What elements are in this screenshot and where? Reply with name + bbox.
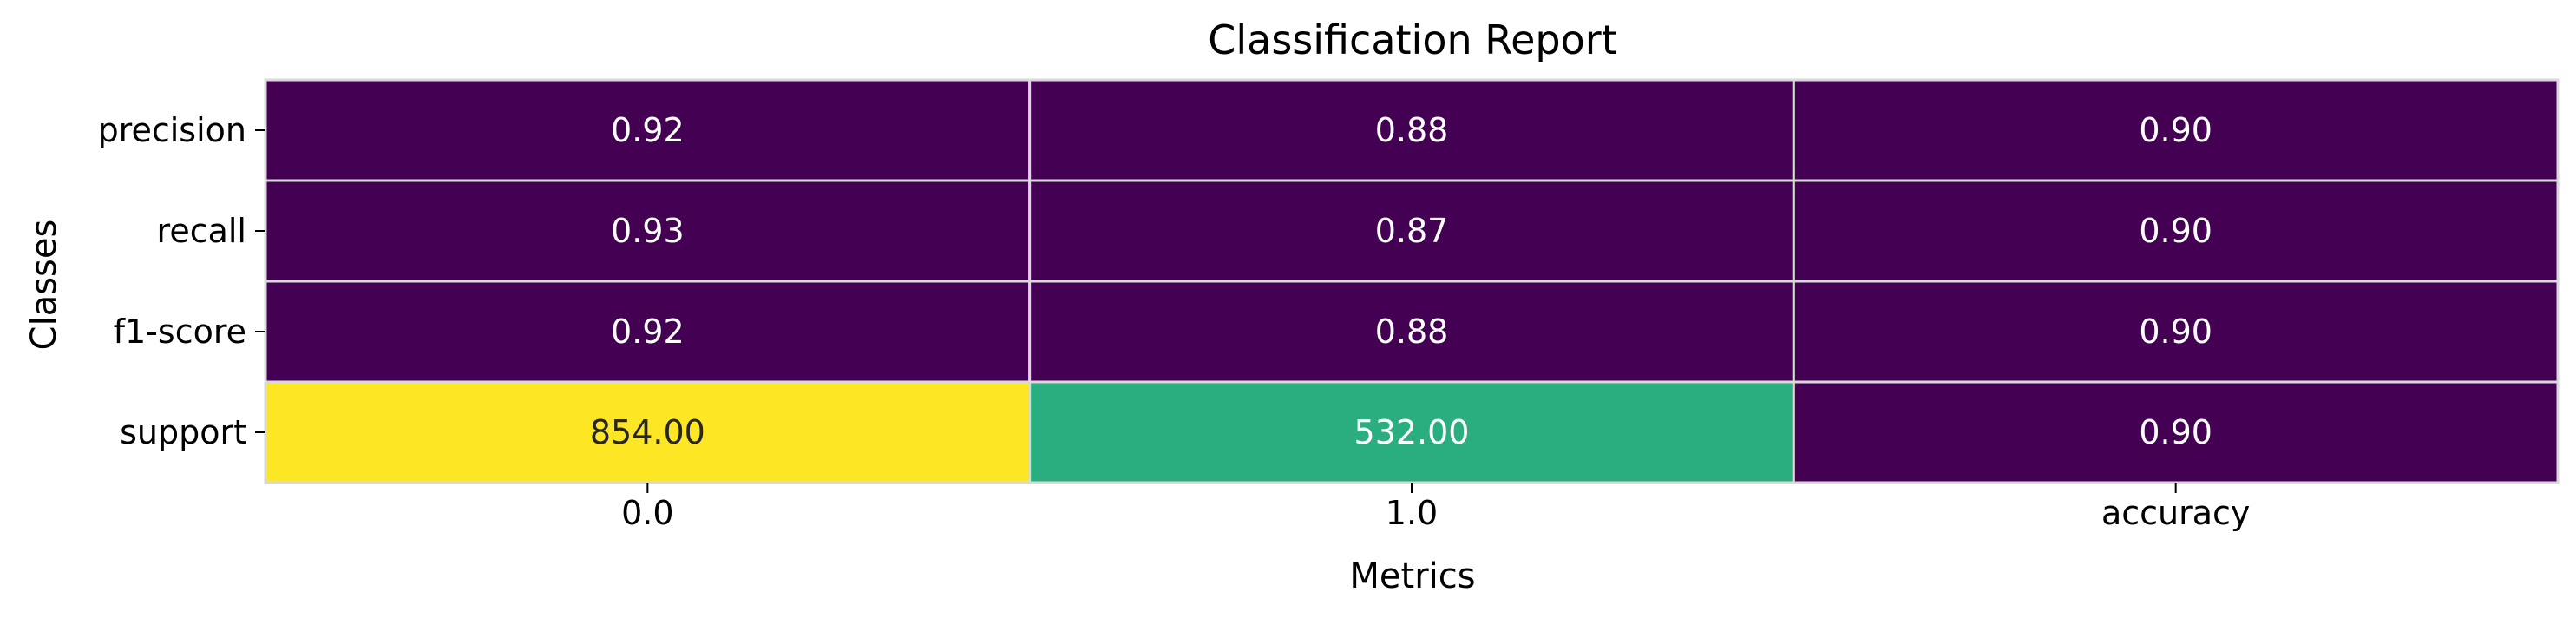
- heatmap-cells: [264, 78, 2560, 484]
- cell-value-label: 854.00: [590, 413, 705, 451]
- cell-value-label: 532.00: [1354, 413, 1470, 451]
- heatmap-cell-recall-accuracy: [1792, 179, 2560, 283]
- heatmap-cell-support-0.0: [264, 380, 1032, 484]
- cell-value-label: 0.90: [2139, 111, 2212, 149]
- cell-value-label: 0.92: [611, 111, 685, 149]
- cell-value-label: 0.90: [2139, 413, 2212, 451]
- x-tick-label: 1.0: [1386, 494, 1438, 532]
- y-axis-label: Classes: [24, 220, 64, 351]
- cell-value-label: 0.88: [1375, 111, 1449, 149]
- cell-value-label: 0.92: [611, 312, 685, 351]
- heatmap-cell-precision-0.0: [264, 78, 1032, 182]
- heatmap-cell-precision-1.0: [1028, 78, 1795, 182]
- cell-value-label: 0.90: [2139, 312, 2212, 351]
- heatmap-cell-support-accuracy: [1792, 380, 2560, 484]
- cell-value-label: 0.88: [1375, 312, 1449, 351]
- x-axis-label: Metrics: [1349, 556, 1475, 596]
- cell-value-label: 0.93: [611, 212, 685, 250]
- heatmap-cell-labels: 0.92 0.88 0.90 0.93 0.87 0.90 0.92 0.88 0.90 854.…: [590, 111, 2212, 451]
- heatmap-cell-recall-0.0: [264, 179, 1032, 283]
- y-tick-label: recall: [157, 212, 246, 250]
- y-tick-label: precision: [98, 111, 246, 149]
- chart-title: Classification Report: [1208, 16, 1616, 63]
- cell-value-label: 0.90: [2139, 212, 2212, 250]
- heatmap-cell-f1-score-1.0: [1028, 280, 1795, 384]
- y-tick-label: f1-score: [114, 312, 246, 351]
- x-tick-label: 0.0: [621, 494, 673, 532]
- heatmap-cell-precision-accuracy: [1792, 78, 2560, 182]
- cell-value-label: 0.87: [1375, 212, 1449, 250]
- y-axis: precision recall f1-score support: [98, 111, 265, 451]
- x-tick-label: accuracy: [2101, 494, 2250, 532]
- y-tick-label: support: [120, 413, 246, 451]
- x-axis: 0.0 1.0 accuracy: [621, 483, 2250, 532]
